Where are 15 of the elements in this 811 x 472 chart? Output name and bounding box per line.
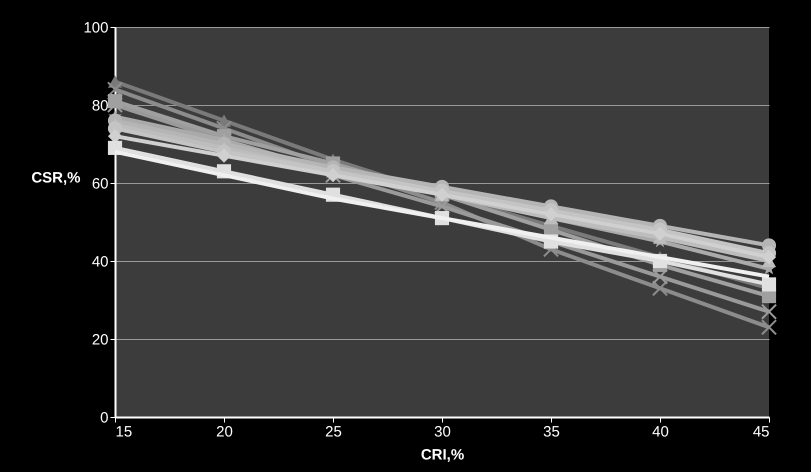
x-tick-label: 30 [434,424,451,440]
x-tick-label: 40 [652,424,669,440]
y-tick-label: 60 [92,176,108,192]
x-axis-title: CRI,% [420,446,464,464]
x-tick-label: 15 [116,424,132,440]
y-tick-label: 80 [92,98,108,114]
y-tick-label: 100 [83,20,108,36]
y-tick-label: 40 [92,254,108,270]
x-tick-label: 45 [752,424,770,440]
x-tick-label: 20 [216,424,233,440]
x-tick-label: 35 [543,424,560,440]
x-tick-label: 25 [325,424,342,440]
y-axis-title: CSR,% [31,170,80,186]
y-tick-label: 20 [92,332,108,348]
y-tick-label: 0 [100,410,108,426]
